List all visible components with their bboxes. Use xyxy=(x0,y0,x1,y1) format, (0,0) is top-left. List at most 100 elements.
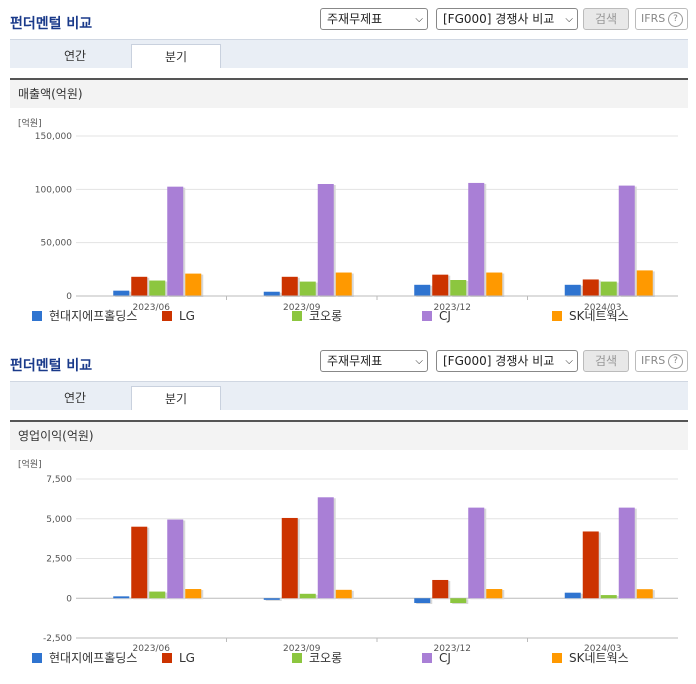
help-icon[interactable]: ? xyxy=(668,12,683,27)
bar[interactable] xyxy=(113,290,130,296)
legend-label[interactable]: CJ xyxy=(439,309,451,323)
revenue-bar-chart: [억원] 0 50,000 100,000 150,000 2023/06 2023/09 2… xyxy=(18,117,678,323)
unit-label: [억원] xyxy=(18,117,42,129)
bar-shadow xyxy=(265,599,282,601)
bar[interactable] xyxy=(281,517,298,599)
fundamental-panel-operating-profit: 펀더멘털 비교 주재무제표 ⌵ [FG000] 경쟁사 비교 ⌵ 검색 IFRS… xyxy=(0,342,696,684)
bar[interactable] xyxy=(149,280,166,296)
section-title: 매출액(억원) xyxy=(10,78,688,108)
bar[interactable] xyxy=(468,182,485,296)
bar[interactable] xyxy=(317,184,334,296)
bar[interactable] xyxy=(432,274,449,296)
bar[interactable] xyxy=(432,579,449,599)
y-tick-label: 100,000 xyxy=(35,185,72,195)
bar[interactable] xyxy=(618,185,635,296)
bar[interactable] xyxy=(414,284,431,296)
y-tick-label: 2,500 xyxy=(46,555,72,565)
bar[interactable] xyxy=(149,591,166,599)
bar[interactable] xyxy=(450,280,467,296)
help-icon[interactable]: ? xyxy=(668,354,683,369)
category-label: 2023/06 xyxy=(133,644,171,654)
ifrs-button[interactable]: IFRS ? xyxy=(635,350,688,372)
legend-label[interactable]: SK네트웍스 xyxy=(569,651,629,665)
legend-swatch[interactable] xyxy=(162,653,172,663)
legend-label[interactable]: 코오롱 xyxy=(309,651,342,665)
bar[interactable] xyxy=(636,589,653,599)
bar-shadow xyxy=(115,597,132,600)
search-button[interactable]: 검색 xyxy=(583,350,629,372)
bar[interactable] xyxy=(564,592,581,599)
tab-annual[interactable]: 연간 xyxy=(63,391,87,405)
bar[interactable] xyxy=(335,589,352,599)
bar[interactable] xyxy=(299,281,316,296)
tab-quarter[interactable]: 분기 xyxy=(131,386,221,410)
bar[interactable] xyxy=(486,272,503,296)
category-label: 2023/09 xyxy=(283,303,321,313)
bar[interactable] xyxy=(582,279,599,296)
bar[interactable] xyxy=(486,589,503,599)
bar[interactable] xyxy=(281,276,298,296)
y-tick-label: 0 xyxy=(66,292,72,302)
legend-label[interactable]: 코오롱 xyxy=(309,309,342,323)
bar[interactable] xyxy=(131,276,148,296)
bar[interactable] xyxy=(335,272,352,296)
report-type-select[interactable]: 주재무제표 ⌵ xyxy=(320,350,428,372)
y-tick-label: 50,000 xyxy=(41,239,73,249)
y-tick-label: 7,500 xyxy=(46,475,72,485)
category-label: 2023/12 xyxy=(434,644,471,654)
operating-profit-bar-chart: [억원] -2,500 0 2,500 5,000 7,500 2023/06 2023/09… xyxy=(18,458,678,665)
category-label: 2023/12 xyxy=(434,303,471,313)
legend-label[interactable]: 현대지에프홀딩스 xyxy=(49,309,137,323)
legend-swatch[interactable] xyxy=(552,653,562,663)
legend-swatch[interactable] xyxy=(422,653,432,663)
bar[interactable] xyxy=(317,497,334,599)
bar[interactable] xyxy=(450,598,467,604)
chevron-down-icon: ⌵ xyxy=(415,14,423,25)
bar[interactable] xyxy=(167,519,184,599)
bar[interactable] xyxy=(468,507,485,599)
ifrs-button[interactable]: IFRS ? xyxy=(635,8,688,30)
search-button[interactable]: 검색 xyxy=(583,8,629,30)
legend-swatch[interactable] xyxy=(292,311,302,321)
bar[interactable] xyxy=(185,589,202,599)
period-tabs: 연간 분기 xyxy=(10,381,688,410)
legend-label[interactable]: LG xyxy=(179,651,195,665)
y-tick-label: -2,500 xyxy=(43,634,72,644)
bar[interactable] xyxy=(564,284,581,296)
period-tabs: 연간 분기 xyxy=(10,39,688,68)
section-title: 영업이익(억원) xyxy=(10,420,688,450)
bar[interactable] xyxy=(263,598,280,600)
bar[interactable] xyxy=(167,186,184,296)
fundamental-panel-revenue: 펀더멘털 비교 주재무제표 ⌵ [FG000] 경쟁사 비교 ⌵ 검색 IFRS… xyxy=(10,8,688,323)
legend-swatch[interactable] xyxy=(32,653,42,663)
bar[interactable] xyxy=(414,598,431,604)
legend-swatch[interactable] xyxy=(552,311,562,321)
chevron-down-icon: ⌵ xyxy=(415,356,423,367)
legend-swatch[interactable] xyxy=(422,311,432,321)
compare-group-select[interactable]: [FG000] 경쟁사 비교 ⌵ xyxy=(436,8,578,30)
chevron-down-icon: ⌵ xyxy=(565,356,573,367)
tab-quarter[interactable]: 분기 xyxy=(131,44,221,68)
legend-label[interactable]: CJ xyxy=(439,651,451,665)
bar[interactable] xyxy=(582,531,599,599)
legend-swatch[interactable] xyxy=(32,311,42,321)
legend-label[interactable]: SK네트웍스 xyxy=(569,309,629,323)
bar[interactable] xyxy=(185,273,202,296)
report-type-select[interactable]: 주재무제표 ⌵ xyxy=(320,8,428,30)
legend-label[interactable]: 현대지에프홀딩스 xyxy=(49,651,137,665)
bar[interactable] xyxy=(600,595,617,599)
bar[interactable] xyxy=(600,281,617,296)
compare-group-value: [FG000] 경쟁사 비교 xyxy=(443,354,555,368)
tab-annual[interactable]: 연간 xyxy=(63,49,87,63)
bar[interactable] xyxy=(299,593,316,599)
bar[interactable] xyxy=(636,270,653,296)
bar[interactable] xyxy=(113,596,130,599)
compare-group-select[interactable]: [FG000] 경쟁사 비교 ⌵ xyxy=(436,350,578,372)
legend-swatch[interactable] xyxy=(162,311,172,321)
legend-swatch[interactable] xyxy=(292,653,302,663)
legend-label[interactable]: LG xyxy=(179,309,195,323)
category-label: 2023/09 xyxy=(283,644,321,654)
bar[interactable] xyxy=(618,507,635,599)
bar[interactable] xyxy=(131,526,148,599)
bar[interactable] xyxy=(263,291,280,296)
